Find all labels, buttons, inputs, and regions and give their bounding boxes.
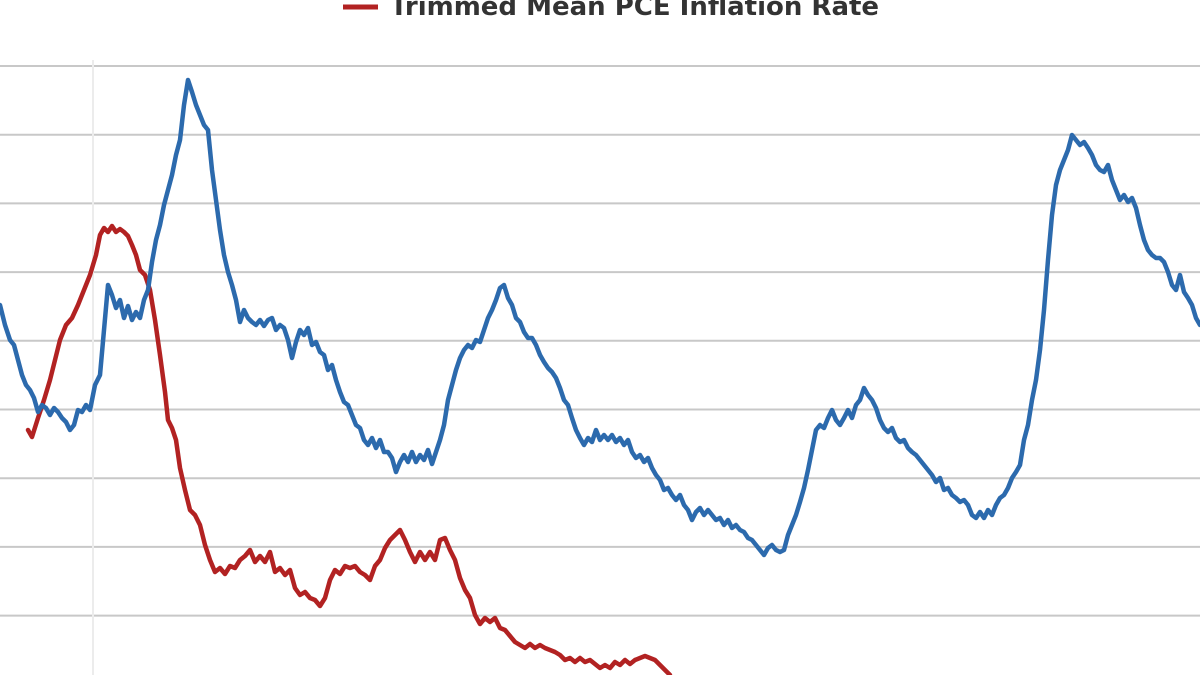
- series-line-trimmed-mean-pce: [25, 223, 673, 675]
- series-line-blue: [0, 77, 1200, 558]
- legend: Trimmed Mean PCE Inflation Rate: [343, 0, 879, 22]
- series-layer: [0, 77, 1200, 675]
- legend-label: Trimmed Mean PCE Inflation Rate: [390, 0, 879, 22]
- grid-lines: [0, 60, 1200, 675]
